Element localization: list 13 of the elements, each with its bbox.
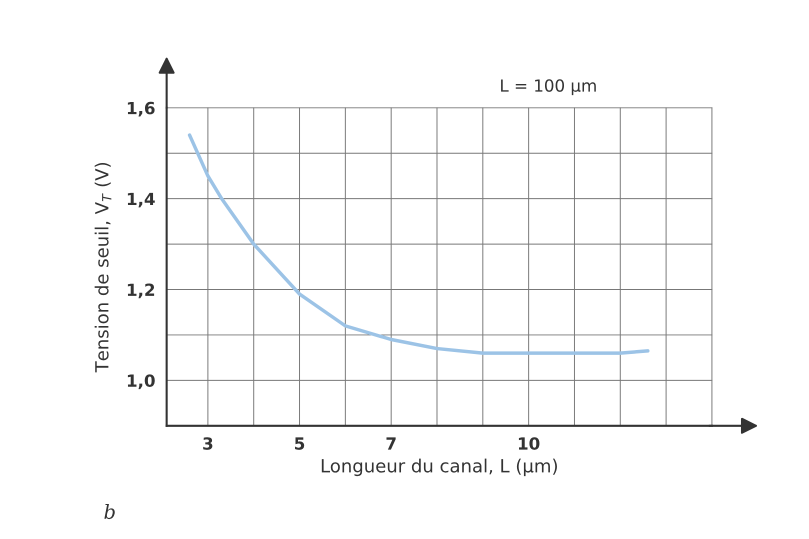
x-tick-label: 3 — [203, 437, 212, 450]
y-axis-title: Tension de seuil, V$_{T}$ (V) — [94, 162, 112, 372]
y-tick-label: 1,4 — [128, 192, 155, 208]
x-tick-label: 7 — [386, 437, 396, 450]
text: b — [104, 504, 115, 520]
text: L = 100 µm — [501, 79, 596, 96]
x-tick-label: 10 — [518, 437, 540, 450]
x-tick-label: 5 — [295, 437, 304, 450]
y-tick-label: 1,0 — [128, 374, 155, 390]
y-tick-label: 1,2 — [128, 283, 154, 298]
x-axis-title: Longueur du canal, L (µm) — [322, 458, 557, 476]
y-tick-label: 1,6 — [128, 102, 155, 116]
line-series — [188, 133, 650, 355]
